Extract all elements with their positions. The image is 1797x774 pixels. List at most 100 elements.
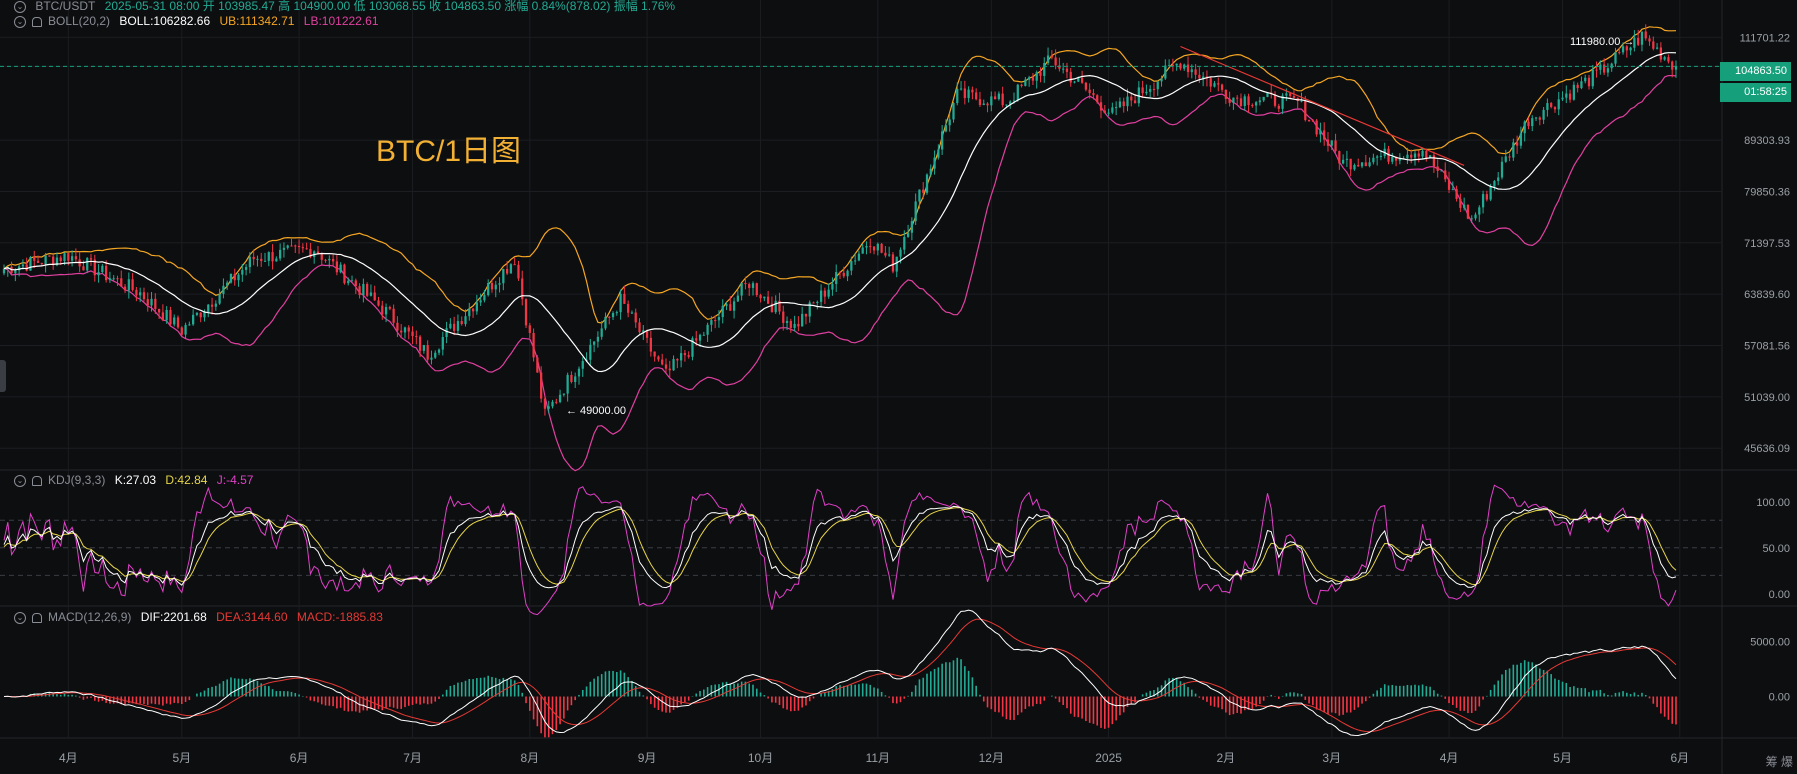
- macd-tick-label: 5000.00: [1750, 637, 1790, 649]
- macd-bar: [600, 674, 603, 697]
- macd-bar: [1085, 696, 1087, 722]
- candle-body: [975, 92, 978, 100]
- collapse-icon[interactable]: ⌄: [14, 0, 26, 13]
- macd-bar: [211, 686, 213, 697]
- macd-bar: [377, 696, 380, 710]
- candle-body: [1315, 120, 1318, 135]
- candle-body: [846, 270, 849, 277]
- collapse-icon[interactable]: ⌄: [14, 15, 26, 28]
- x-tick-label: 2025: [1095, 751, 1122, 765]
- macd-bar: [1463, 696, 1465, 711]
- macd-bar: [638, 691, 641, 697]
- bell-icon[interactable]: [32, 612, 42, 623]
- macd-bar: [215, 685, 217, 697]
- macd-bar: [169, 696, 172, 705]
- candle-body: [615, 312, 618, 314]
- candle-body: [948, 119, 951, 126]
- macd-bar: [1595, 690, 1598, 697]
- collapse-icon[interactable]: ⌄: [14, 611, 26, 624]
- collapse-icon[interactable]: ⌄: [14, 474, 26, 487]
- candle-body: [282, 247, 286, 250]
- macd-tick-label: 0.00: [1769, 692, 1790, 704]
- macd-bar: [1365, 696, 1367, 702]
- candle-body: [1485, 194, 1488, 200]
- macd-bar: [774, 696, 777, 703]
- macd-bar: [1361, 696, 1363, 704]
- candle-body: [793, 323, 796, 328]
- macd-bar: [1603, 693, 1605, 697]
- macd-bar: [430, 696, 433, 704]
- candle-body: [218, 293, 221, 304]
- candle-body: [1531, 118, 1534, 127]
- candle-body: [1360, 162, 1364, 167]
- x-tick-label: 6月: [290, 751, 309, 765]
- macd-bar: [937, 667, 940, 697]
- candle-body: [933, 157, 936, 169]
- candle-body: [509, 264, 513, 274]
- macd-bar: [298, 694, 300, 697]
- macd-bar: [63, 693, 66, 697]
- macd-bar: [619, 670, 622, 697]
- candle-body: [1031, 77, 1035, 81]
- macd-bar: [1054, 696, 1057, 699]
- macd-bar: [918, 679, 921, 697]
- candle-body: [199, 312, 202, 318]
- macd-bar: [1213, 696, 1216, 707]
- side-panel-handle[interactable]: [0, 360, 6, 392]
- macd-bar: [381, 696, 384, 711]
- candle-body: [1080, 78, 1084, 83]
- boll-lb-value: LB:101222.61: [303, 14, 379, 28]
- candle-body: [1330, 140, 1333, 146]
- toolbar-chips-liq[interactable]: 筹 爆: [1765, 755, 1793, 769]
- macd-bar: [411, 696, 414, 705]
- macd-bar: [1191, 689, 1193, 697]
- boll-mid-value: BOLL:106282.66: [119, 14, 211, 28]
- macd-bar: [1194, 693, 1197, 697]
- candle-body: [453, 323, 456, 331]
- macd-bar: [1232, 696, 1235, 715]
- candle-body: [1572, 84, 1575, 100]
- candle-body: [1481, 194, 1485, 208]
- candle-body: [521, 278, 524, 300]
- countdown-tag: 01:58:25: [1720, 83, 1791, 102]
- macd-bar: [608, 670, 611, 697]
- candle-body: [120, 278, 123, 287]
- y-tick-label: 79850.36: [1744, 186, 1790, 198]
- macd-bar: [1429, 686, 1431, 697]
- candle-body: [207, 304, 210, 313]
- candle-body: [899, 249, 902, 257]
- candle-body: [1300, 100, 1303, 102]
- candle-body: [1523, 121, 1526, 134]
- macd-bar: [827, 690, 830, 697]
- candle-body: [475, 302, 478, 312]
- bell-icon[interactable]: [32, 16, 42, 27]
- macd-bar: [964, 666, 966, 697]
- candle-body: [1640, 31, 1644, 45]
- macd-bar: [320, 696, 323, 705]
- macd-bar: [112, 696, 115, 704]
- macd-bar: [207, 687, 210, 697]
- macd-bar: [1402, 685, 1405, 697]
- macd-bar: [1663, 696, 1666, 717]
- candle-body: [971, 89, 974, 93]
- candle-body: [483, 295, 486, 301]
- bell-icon[interactable]: [32, 475, 42, 486]
- x-tick-label: 2月: [1217, 751, 1236, 765]
- macd-bar: [1001, 696, 1004, 717]
- macd-bar: [771, 696, 773, 703]
- macd-bar: [1535, 664, 1537, 697]
- macd-bar: [1221, 696, 1223, 710]
- macd-bar: [755, 688, 758, 697]
- macd-bar: [1482, 696, 1484, 700]
- macd-bar: [1539, 668, 1541, 697]
- macd-bar: [1259, 696, 1261, 705]
- candle-body: [1122, 101, 1125, 107]
- macd-bar: [892, 696, 894, 704]
- candle-body: [555, 401, 558, 403]
- macd-bar: [1296, 693, 1299, 697]
- candle-body: [978, 99, 982, 106]
- macd-bar: [1005, 696, 1008, 720]
- candle-body: [536, 357, 539, 373]
- macd-bar: [1312, 696, 1314, 706]
